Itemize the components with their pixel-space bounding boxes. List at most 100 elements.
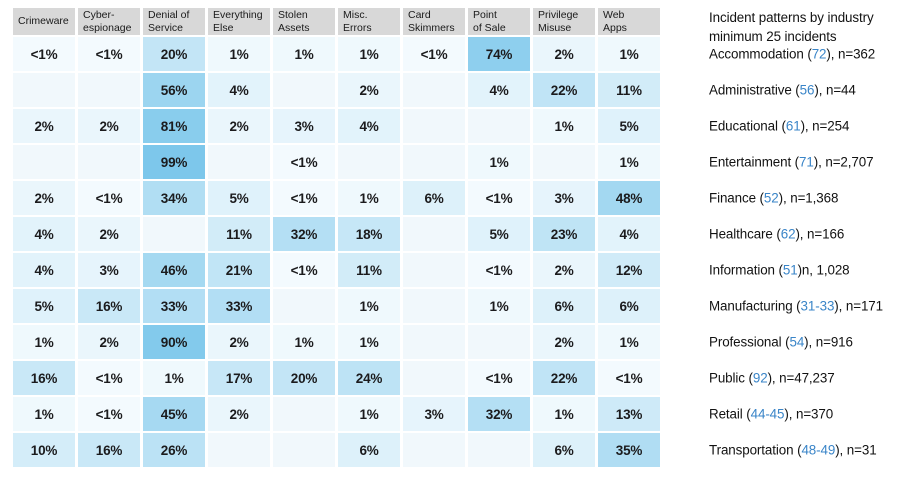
industry-label-transportation: Transportation (48-49), n=31 xyxy=(709,443,877,458)
heatmap-cell-r10-c3: 2% xyxy=(208,397,270,431)
heatmap-cell-r3-c0 xyxy=(13,145,75,179)
industry-name: Professional ( xyxy=(709,334,790,350)
industry-sample-size: ), n=916 xyxy=(804,334,853,350)
industry-code: 48-49 xyxy=(801,442,836,458)
column-header-privilege-misuse: Privilege Misuse xyxy=(533,8,595,35)
chart-title-line1: Incident patterns by industry xyxy=(709,10,874,25)
heatmap-cell-r4-c3: 5% xyxy=(208,181,270,215)
industry-sample-size: ), n=2,707 xyxy=(813,154,874,170)
industry-sample-size: ), n=362 xyxy=(826,46,876,62)
heatmap-cell-r1-c6 xyxy=(403,73,465,107)
industry-sample-size: ), n=1,368 xyxy=(778,190,839,206)
industry-sample-size: ), n=44 xyxy=(814,82,856,98)
heatmap-cell-r9-c1: <1% xyxy=(78,361,140,395)
heatmap-cell-r0-c7: 74% xyxy=(468,37,530,71)
industry-code: 56 xyxy=(799,82,815,98)
industry-name: Entertainment ( xyxy=(709,154,800,170)
heatmap-cell-r5-c5: 18% xyxy=(338,217,400,251)
heatmap-cell-r8-c2: 90% xyxy=(143,325,205,359)
heatmap-cell-r6-c2: 46% xyxy=(143,253,205,287)
heatmap-cell-r9-c3: 17% xyxy=(208,361,270,395)
heatmap-cell-r8-c4: 1% xyxy=(273,325,335,359)
heatmap-cell-r10-c9: 13% xyxy=(598,397,660,431)
industry-label-finance: Finance (52), n=1,368 xyxy=(709,191,838,206)
industry-code: 31-33 xyxy=(800,298,835,314)
heatmap-cell-r1-c0 xyxy=(13,73,75,107)
heatmap-cell-r8-c8: 2% xyxy=(533,325,595,359)
heatmap-cell-r11-c4 xyxy=(273,433,335,467)
heatmap-cell-r5-c2 xyxy=(143,217,205,251)
heatmap-cell-r2-c4: 3% xyxy=(273,109,335,143)
industry-label-administrative: Administrative (56), n=44 xyxy=(709,83,856,98)
heatmap-cell-r0-c9: 1% xyxy=(598,37,660,71)
industry-sample-size: ), n=166 xyxy=(795,226,845,242)
column-header-stolen-assets: Stolen Assets xyxy=(273,8,335,35)
industry-sample-size: ), n=31 xyxy=(835,442,877,458)
heatmap-cell-r11-c0: 10% xyxy=(13,433,75,467)
heatmap-cell-r7-c5: 1% xyxy=(338,289,400,323)
heatmap-cell-r3-c8 xyxy=(533,145,595,179)
heatmap-cell-r1-c3: 4% xyxy=(208,73,270,107)
heatmap-cell-r6-c6 xyxy=(403,253,465,287)
industry-label-healthcare: Healthcare (62), n=166 xyxy=(709,227,844,242)
heatmap-cell-r3-c1 xyxy=(78,145,140,179)
heatmap-cell-r3-c3 xyxy=(208,145,270,179)
industry-code: 62 xyxy=(780,226,796,242)
industry-name: Retail ( xyxy=(709,406,751,422)
heatmap-cell-r6-c4: <1% xyxy=(273,253,335,287)
heatmap-cell-r11-c6 xyxy=(403,433,465,467)
heatmap-cell-r5-c8: 23% xyxy=(533,217,595,251)
heatmap-cell-r11-c5: 6% xyxy=(338,433,400,467)
heatmap-cell-r7-c2: 33% xyxy=(143,289,205,323)
heatmap-cell-r9-c9: <1% xyxy=(598,361,660,395)
heatmap-cell-r7-c8: 6% xyxy=(533,289,595,323)
industry-code: 54 xyxy=(789,334,805,350)
heatmap-grid: Crimeware Cyber- espionage Denial of Servi… xyxy=(13,8,660,467)
heatmap-cell-r1-c4 xyxy=(273,73,335,107)
heatmap-cell-r5-c7: 5% xyxy=(468,217,530,251)
industry-label-entertainment: Entertainment (71), n=2,707 xyxy=(709,154,874,170)
heatmap-cell-r2-c6 xyxy=(403,109,465,143)
heatmap-cell-r5-c1: 2% xyxy=(78,217,140,251)
industry-label-retail: Retail (44-45), n=370 xyxy=(709,407,833,422)
heatmap-cell-r2-c8: 1% xyxy=(533,109,595,143)
heatmap-cell-r10-c4 xyxy=(273,397,335,431)
heatmap-cell-r1-c5: 2% xyxy=(338,73,400,107)
heatmap-cell-r10-c2: 45% xyxy=(143,397,205,431)
heatmap-cell-r10-c1: <1% xyxy=(78,397,140,431)
column-header-misc-errors: Misc. Errors xyxy=(338,8,400,35)
industry-code: 44-45 xyxy=(750,406,785,422)
heatmap-cell-r4-c2: 34% xyxy=(143,181,205,215)
heatmap-cell-r3-c9: 1% xyxy=(598,145,660,179)
industry-code: 92 xyxy=(752,370,768,386)
heatmap-cell-r9-c8: 22% xyxy=(533,361,595,395)
industry-name: Transportation ( xyxy=(709,442,802,458)
industry-label-educational: Educational (61), n=254 xyxy=(709,119,849,134)
heatmap-cell-r0-c5: 1% xyxy=(338,37,400,71)
heatmap-cell-r3-c7: 1% xyxy=(468,145,530,179)
column-header-web-apps: Web Apps xyxy=(598,8,660,35)
chart-title: Incident patterns by industry minimum 25… xyxy=(709,8,912,46)
heatmap-cell-r11-c8: 6% xyxy=(533,433,595,467)
heatmap-cell-r11-c3 xyxy=(208,433,270,467)
heatmap-cell-r9-c0: 16% xyxy=(13,361,75,395)
heatmap-cell-r6-c8: 2% xyxy=(533,253,595,287)
heatmap-cell-r1-c2: 56% xyxy=(143,73,205,107)
heatmap-cell-r2-c1: 2% xyxy=(78,109,140,143)
heatmap-cell-r8-c5: 1% xyxy=(338,325,400,359)
heatmap-cell-r4-c0: 2% xyxy=(13,181,75,215)
heatmap-cell-r2-c0: 2% xyxy=(13,109,75,143)
heatmap-cell-r7-c4 xyxy=(273,289,335,323)
heatmap-cell-r9-c6 xyxy=(403,361,465,395)
heatmap-cell-r2-c7 xyxy=(468,109,530,143)
heatmap-cell-r4-c5: 1% xyxy=(338,181,400,215)
heatmap-cell-r6-c0: 4% xyxy=(13,253,75,287)
industry-sample-size: )n, 1,028 xyxy=(797,262,850,278)
heatmap-cell-r11-c1: 16% xyxy=(78,433,140,467)
heatmap-cell-r1-c7: 4% xyxy=(468,73,530,107)
industry-sample-size: ), n=254 xyxy=(800,118,850,134)
heatmap-cell-r10-c7: 32% xyxy=(468,397,530,431)
industry-label-professional: Professional (54), n=916 xyxy=(709,335,853,350)
heatmap-cell-r2-c5: 4% xyxy=(338,109,400,143)
industry-name: Manufacturing ( xyxy=(709,298,801,314)
